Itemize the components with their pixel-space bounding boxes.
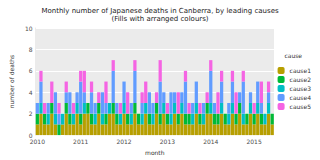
svg-text:2012: 2012	[116, 138, 131, 145]
svg-text:2011: 2011	[73, 138, 88, 145]
svg-text:8: 8	[29, 46, 33, 53]
svg-text:(Fills with arranged colours): (Fills with arranged colours)	[111, 15, 208, 23]
svg-text:cause4: cause4	[290, 94, 312, 101]
svg-text:cause: cause	[284, 52, 302, 59]
svg-text:cause1: cause1	[290, 67, 312, 74]
svg-text:month: month	[145, 149, 165, 156]
svg-text:10: 10	[25, 25, 33, 32]
svg-text:cause5: cause5	[290, 103, 312, 110]
svg-text:number of deaths: number of deaths	[8, 55, 15, 108]
svg-text:2: 2	[29, 110, 33, 117]
svg-text:2015: 2015	[246, 138, 261, 145]
svg-text:2010: 2010	[30, 138, 45, 145]
svg-text:2013: 2013	[160, 138, 175, 145]
svg-text:cause2: cause2	[290, 76, 312, 83]
svg-text:0: 0	[28, 131, 33, 139]
svg-text:2014: 2014	[203, 138, 218, 145]
svg-text:4: 4	[29, 89, 33, 96]
svg-text:cause3: cause3	[290, 85, 312, 92]
svg-text:Monthly number of Japanese dea: Monthly number of Japanese deaths in Can…	[41, 7, 279, 15]
svg-text:6: 6	[29, 67, 33, 74]
